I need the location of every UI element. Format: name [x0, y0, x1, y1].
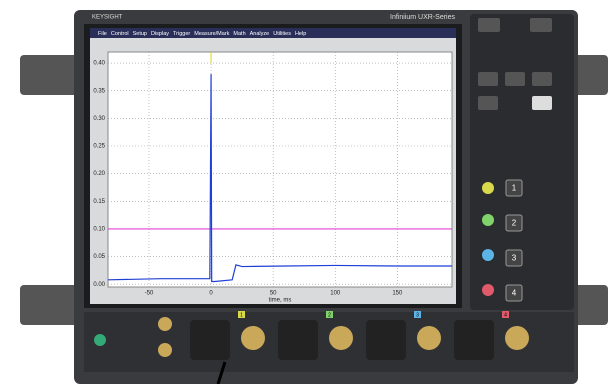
channel-tag-label: 4: [504, 312, 507, 318]
plot-area: [108, 52, 452, 287]
y-tick-label: 0.05: [93, 254, 105, 260]
y-tick-label: 0.25: [93, 144, 105, 150]
channel-label: 2: [512, 219, 517, 228]
port: [454, 320, 494, 360]
channel-tag-label: 2: [328, 312, 331, 318]
button[interactable]: [478, 18, 500, 32]
button[interactable]: [505, 72, 525, 86]
connector: [158, 317, 172, 331]
y-tick-label: 0.15: [93, 199, 105, 205]
button[interactable]: [532, 96, 552, 110]
handle: [20, 285, 80, 325]
power-button[interactable]: [94, 334, 106, 346]
channel-tag-label: 1: [240, 312, 243, 318]
brand: KEYSIGHT: [92, 15, 123, 21]
menu-item[interactable]: File: [98, 31, 107, 37]
connector: [417, 326, 441, 350]
y-tick-label: 0.10: [93, 227, 105, 233]
knob[interactable]: [482, 182, 494, 194]
menu-item[interactable]: Utilities: [273, 31, 291, 37]
channel-label: 4: [512, 289, 517, 298]
knob[interactable]: [482, 249, 494, 261]
connector: [329, 326, 353, 350]
knob[interactable]: [482, 214, 494, 226]
y-tick-label: 0.40: [93, 61, 105, 67]
button[interactable]: [530, 18, 552, 32]
handle: [20, 55, 80, 95]
knob[interactable]: [482, 284, 494, 296]
model: Infiniium UXR-Series: [390, 14, 455, 21]
button[interactable]: [478, 72, 498, 86]
port: [366, 320, 406, 360]
connector: [241, 326, 265, 350]
y-tick-label: 0.30: [93, 116, 105, 122]
menu-item[interactable]: Measure/Mark: [194, 31, 229, 37]
x-tick-label: 150: [392, 291, 403, 297]
port: [278, 320, 318, 360]
channel-tag-label: 3: [416, 312, 419, 318]
menu-item[interactable]: Display: [151, 31, 169, 37]
button[interactable]: [532, 72, 552, 86]
menu-item[interactable]: Control: [111, 31, 129, 37]
y-tick-label: 0.35: [93, 88, 105, 94]
channel-label: 1: [512, 184, 517, 193]
menu-item[interactable]: Trigger: [173, 31, 190, 37]
channel-label: 3: [512, 254, 517, 263]
y-tick-label: 0.00: [93, 282, 105, 288]
y-tick-label: 0.20: [93, 171, 105, 177]
menu-item[interactable]: Math: [233, 31, 245, 37]
x-tick-label: 50: [270, 291, 277, 297]
front-strip: [84, 312, 574, 372]
x-tick-label: 100: [330, 291, 341, 297]
connector: [505, 326, 529, 350]
connector: [158, 343, 172, 357]
menu-item[interactable]: Help: [295, 31, 306, 37]
x-tick-label: -50: [145, 291, 154, 297]
menu-item[interactable]: Setup: [133, 31, 147, 37]
port: [190, 320, 230, 360]
menu-item[interactable]: Analyze: [250, 31, 270, 37]
button[interactable]: [478, 96, 498, 110]
x-axis-title: time, ms: [269, 298, 292, 304]
scope-photo: KEYSIGHT Infiniium UXR-Series File Contro…: [0, 0, 608, 384]
